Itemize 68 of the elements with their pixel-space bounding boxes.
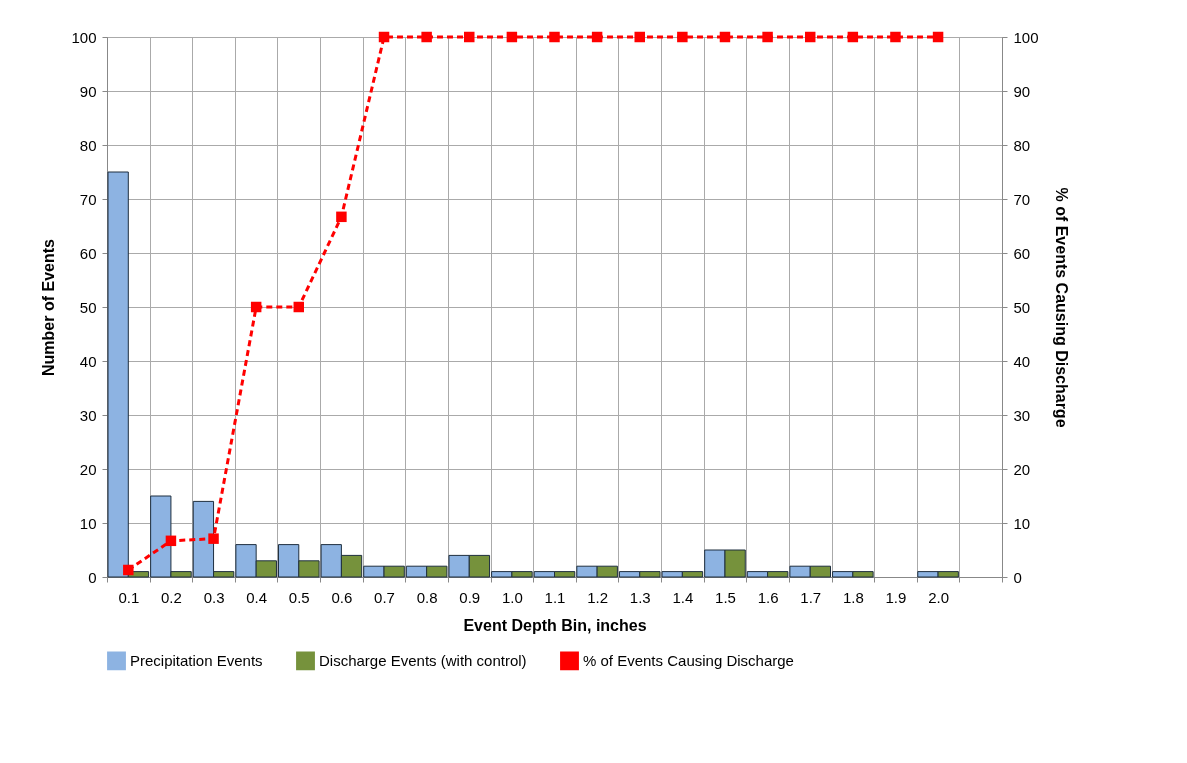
point <box>250 301 262 313</box>
y2-tick-label: 10 <box>1013 514 1031 532</box>
x-tick-label: 1.2 <box>587 588 609 606</box>
y-tick-label: 80 <box>79 136 97 154</box>
point <box>677 31 688 43</box>
x-tick-label: 0.4 <box>246 588 268 606</box>
x-tick-label: 1.8 <box>842 588 864 606</box>
x-tick-label: 1.9 <box>885 588 907 606</box>
y2-tick-label: 30 <box>1013 406 1031 424</box>
y2-tick-label: 80 <box>1013 136 1031 154</box>
point <box>336 211 347 223</box>
y-tick-label: 60 <box>79 244 97 262</box>
point <box>293 301 305 313</box>
point <box>762 31 773 43</box>
y2-tick-label: 20 <box>1013 460 1031 478</box>
point <box>634 31 645 43</box>
y2-tick-label: 90 <box>1013 82 1031 100</box>
x-tick-label: 0.1 <box>118 588 140 606</box>
x-tick-label: 2.0 <box>928 588 949 606</box>
x-tick-label: 1.7 <box>800 588 822 606</box>
x-tick-label: 0.7 <box>374 588 395 606</box>
point <box>506 31 518 43</box>
point <box>165 535 177 547</box>
y2-tick-label: 0 <box>1013 568 1022 586</box>
legend-label: Precipitation Events <box>130 651 263 669</box>
y-tick-label: 70 <box>79 190 97 208</box>
y-tick-label: 10 <box>79 514 97 532</box>
x-tick-label: 1.3 <box>629 588 651 606</box>
x-tick-label: 1.0 <box>501 588 523 606</box>
y-tick-label: 40 <box>79 352 97 370</box>
x-tick-label: 1.4 <box>672 588 694 606</box>
y-tick-label: 90 <box>79 82 97 100</box>
point <box>932 31 944 43</box>
y-tick-label: 20 <box>79 460 97 478</box>
y2-tick-label: 60 <box>1013 244 1031 262</box>
x-tick-label: 0.5 <box>288 588 310 606</box>
point <box>890 31 901 43</box>
x-axis-title: Event Depth Bin, inches <box>463 616 647 634</box>
point <box>378 31 390 43</box>
y2-tick-label: 70 <box>1013 190 1031 208</box>
y-tick-label: 30 <box>79 406 97 424</box>
point <box>464 31 475 43</box>
y2-tick-label: 50 <box>1013 298 1031 316</box>
point <box>549 31 560 43</box>
y2-tick-label: 40 <box>1013 352 1031 370</box>
legend-label: % of Events Causing Discharge <box>583 651 794 669</box>
x-tick-label: 0.2 <box>161 588 182 606</box>
x-tick-label: 0.8 <box>416 588 438 606</box>
y-tick-label: 100 <box>71 28 97 46</box>
y-tick-label: 50 <box>79 298 97 316</box>
x-tick-label: 1.5 <box>715 588 736 606</box>
point <box>208 533 219 544</box>
x-tick-label: 0.9 <box>459 588 481 606</box>
point <box>421 31 432 43</box>
y-tick-label: 0 <box>88 568 97 586</box>
x-tick-label: 0.3 <box>203 588 225 606</box>
point <box>847 31 859 43</box>
point <box>804 31 816 43</box>
x-tick-label: 1.1 <box>544 588 566 606</box>
point <box>719 31 731 43</box>
point <box>591 31 603 43</box>
x-tick-label: 1.6 <box>757 588 779 606</box>
x-tick-label: 0.6 <box>331 588 353 606</box>
y-axis-title: Number of Events <box>40 238 58 376</box>
y2-axis-title: % of Events Causing Discharge <box>1052 187 1070 428</box>
legend-label: Discharge Events (with control) <box>319 651 527 669</box>
point <box>123 564 134 576</box>
y2-tick-label: 100 <box>1013 28 1039 46</box>
